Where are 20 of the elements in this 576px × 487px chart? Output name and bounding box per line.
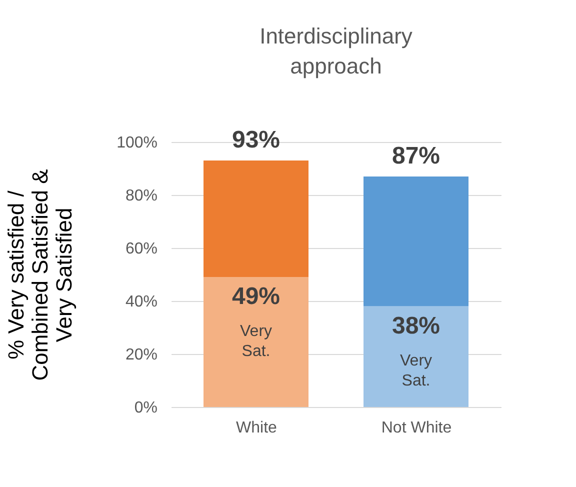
x-tick-label: Not White [381,420,452,436]
y-tick-label: 0% [134,400,158,416]
annotation: Very Sat. [400,352,432,390]
y-tick-label: 40% [125,294,158,310]
chart-title: Interdisciplinary approach [260,24,412,79]
total-label: 87% [392,142,440,170]
data-label: 38% [392,312,440,340]
bar [364,306,468,407]
bar [364,176,468,306]
x-tick-label: White [236,420,278,436]
annotation: Very Sat. [240,323,272,360]
y-tick-label: 80% [125,188,158,204]
data-label: 49% [232,283,280,310]
y-axis-title: % Very satisfied / Combined Satisfied & Very Satisfied [4,168,77,381]
total-label: 93% [232,126,280,154]
y-tick-label: 20% [125,346,158,364]
bar [204,277,308,407]
bar [204,160,308,278]
y-tick-label: 60% [125,240,158,258]
y-tick-label: 100% [116,134,158,152]
